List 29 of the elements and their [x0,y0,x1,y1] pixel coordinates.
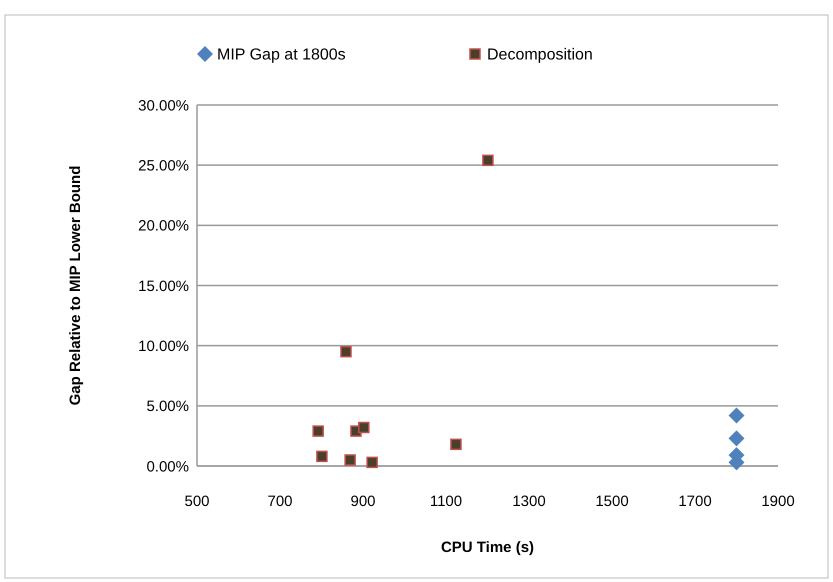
y-tick-label: 20.00% [138,218,189,235]
x-tick-label: 900 [350,493,376,510]
legend-label: MIP Gap at 1800s [217,46,346,64]
x-tick-label: 1900 [761,493,795,510]
point [450,438,462,450]
x-tick-label: 1500 [595,493,629,510]
y-tick-label: 5.00% [146,398,189,416]
point [366,456,378,468]
legend-label: Decomposition [487,46,593,64]
x-tick-label: 1700 [678,493,712,510]
y-tick-label: 30.00% [138,97,189,114]
point [482,154,494,166]
y-tick-label: 15.00% [138,278,189,295]
point [358,422,370,434]
x-axis-title: CPU Time (s) [440,539,534,556]
point [316,450,328,462]
point [728,430,744,446]
x-tick-label: 1100 [430,493,462,510]
point [344,454,356,466]
y-tick-label: 0.00% [146,458,189,476]
point [340,346,352,358]
y-axis-title: Gap Relative to MIP Lower Bound [67,166,84,406]
x-tick-label: 700 [267,493,293,510]
y-tick-label: 25.00% [138,157,189,174]
point [312,425,324,437]
y-tick-label: 10.00% [138,338,189,355]
point [728,407,744,424]
x-tick-label: 500 [184,493,210,510]
x-tick-label: 1300 [512,493,546,510]
